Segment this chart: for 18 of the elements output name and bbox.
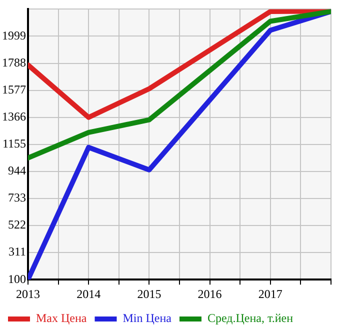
- x-tick-label: 2014: [76, 286, 101, 301]
- y-tick-label: 1366: [2, 110, 26, 124]
- legend-label: Max Цена: [36, 311, 88, 326]
- y-tick-label: 311: [8, 244, 26, 259]
- y-tick-label: 1788: [2, 55, 26, 70]
- y-tick-label: 100: [8, 272, 26, 286]
- y-tick-label: 1577: [2, 82, 26, 96]
- x-tick-label: 2016: [198, 286, 222, 301]
- y-tick-label: 1155: [2, 136, 26, 151]
- y-tick-label: 733: [8, 190, 26, 205]
- y-tick-label: 1999: [2, 28, 26, 42]
- x-tick-label: 2013: [16, 286, 40, 301]
- legend-label: Сред.Цена, т.йен: [207, 311, 294, 326]
- x-tick-label: 2017: [258, 286, 282, 301]
- x-tick-label: 2015: [137, 286, 162, 301]
- y-tick-label: 944: [8, 164, 26, 178]
- legend-label: Min Цена: [122, 311, 172, 326]
- y-tick-label: 522: [8, 218, 26, 232]
